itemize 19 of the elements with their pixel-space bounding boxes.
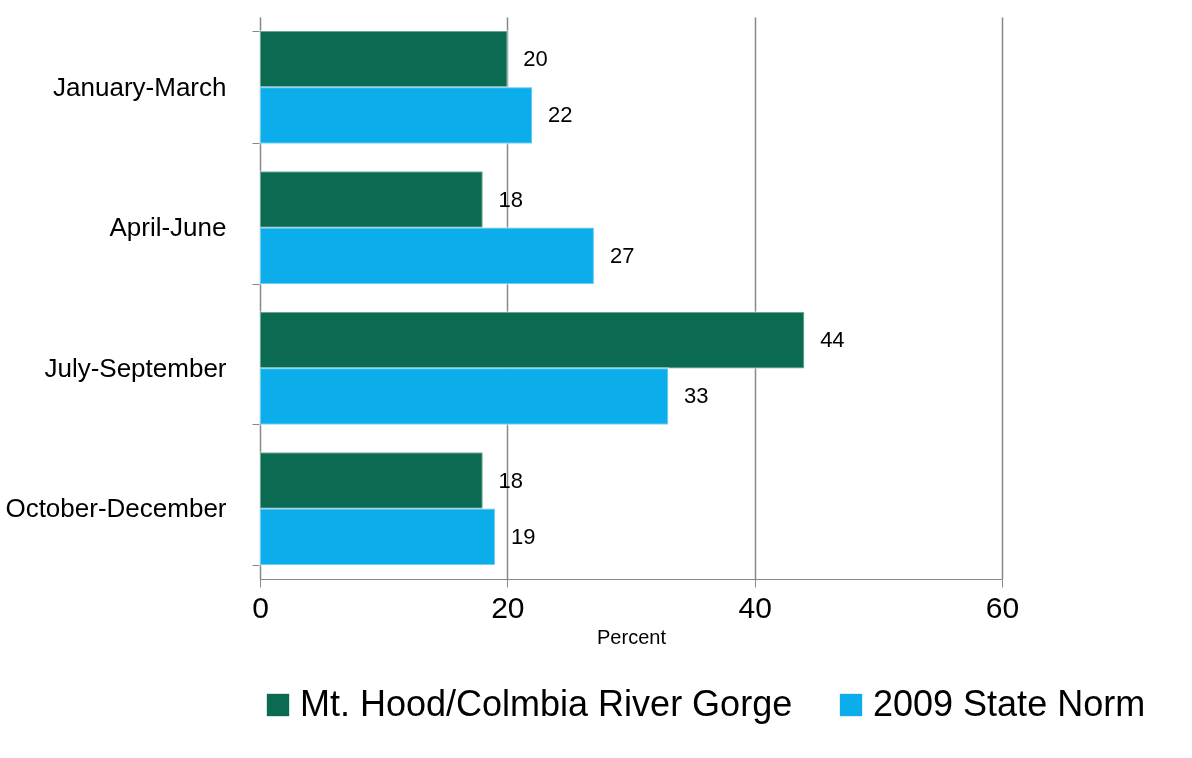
x-axis-title: Percent — [597, 625, 667, 648]
legend-label: Mt. Hood/Colmbia River Gorge — [300, 683, 793, 724]
y-tick-label: April-June — [109, 212, 227, 243]
legend-label: 2009 State Norm — [873, 683, 1146, 724]
y-tick-label: October-December — [5, 493, 227, 524]
data-label: 22 — [548, 102, 573, 128]
data-label: 18 — [498, 467, 524, 493]
data-label: 19 — [510, 523, 536, 549]
x-tick-label: 60 — [985, 590, 1020, 624]
y-tick-label: July-September — [44, 352, 227, 383]
data-label: 20 — [523, 46, 548, 72]
x-tick-label: 0 — [252, 590, 269, 624]
x-tick-label: 40 — [738, 590, 772, 624]
data-label: 27 — [609, 242, 635, 268]
data-label: 18 — [498, 186, 524, 212]
x-tick-label: 20 — [491, 590, 525, 624]
data-label: 33 — [684, 383, 709, 409]
y-tick-label: January-March — [53, 71, 227, 102]
data-label: 44 — [820, 327, 845, 353]
